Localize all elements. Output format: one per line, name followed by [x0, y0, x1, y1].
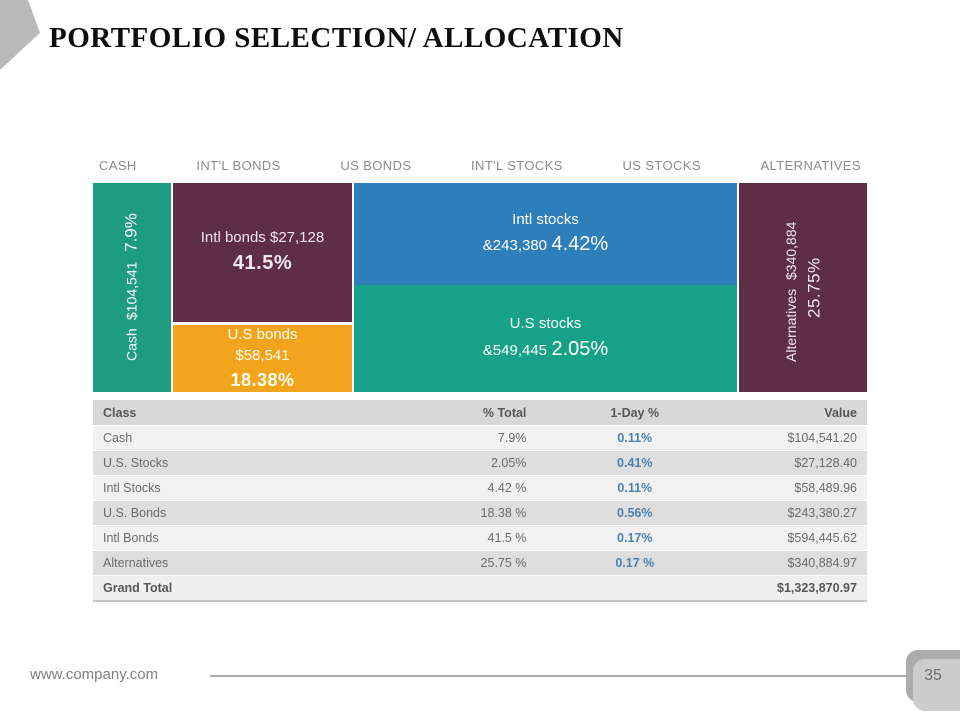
cash-block-label: Cash$104,5417.9%: [121, 213, 141, 362]
header-day: 1-Day %: [610, 405, 660, 420]
column-header-cash: CASH: [99, 158, 137, 173]
footer-website: www.company.com: [30, 666, 159, 683]
page-number-badge: 35: [906, 650, 960, 711]
alternatives-percent: 25.75%: [804, 257, 824, 318]
header-class: Class: [103, 405, 137, 420]
us-stocks-value: &549,445 2.05%: [482, 337, 609, 360]
column-header-intl-bonds: INT'L BONDS: [196, 158, 281, 173]
table-row-us-bonds: U.S. Bonds 18.38 % 0.56% $243,380.27: [93, 501, 867, 525]
corner-arrow-decoration: [0, 0, 40, 70]
allocation-table: Class % Total 1-Day % Value Cash 7.9% 0.…: [93, 400, 867, 602]
us-bonds-label: U.S bonds: [227, 325, 298, 343]
us-bonds-percent: 18.38%: [230, 370, 295, 391]
treemap-column-headers: CASH INT'L BONDS US BONDS INT'L STOCKS U…: [93, 158, 867, 178]
column-header-us-stocks: US STOCKS: [622, 158, 701, 173]
table-row-intl-stocks: Intl Stocks 4.42 % 0.11% $58,489.96: [93, 476, 867, 500]
intl-bonds-label: Intl bonds $27,128: [200, 229, 325, 247]
column-header-us-bonds: US BONDS: [340, 158, 412, 173]
treemap-block-intl-bonds: Intl bonds $27,128 41.5%: [173, 183, 352, 322]
treemap-column-bonds: Intl bonds $27,128 41.5% U.S bonds $58,5…: [173, 183, 352, 392]
column-header-intl-stocks: INT'L STOCKS: [471, 158, 563, 173]
treemap-column-stocks: Intl stocks &243,380 4.42% U.S stocks &5…: [354, 183, 737, 392]
portfolio-treemap-chart: CASH INT'L BONDS US BONDS INT'L STOCKS U…: [93, 158, 867, 603]
alternatives-label: Alternatives$340,884: [783, 221, 800, 363]
table-row-us-stocks: U.S. Stocks 2.05% 0.41% $27,128.40: [93, 451, 867, 475]
table-row-cash: Cash 7.9% 0.11% $104,541.20: [93, 426, 867, 450]
footer-divider: [210, 675, 910, 677]
intl-stocks-value: &243,380 4.42%: [482, 233, 609, 256]
column-header-alternatives: ALTERNATIVES: [760, 158, 861, 173]
table-row-intl-bonds: Intl Bonds 41.5 % 0.17% $594,445.62: [93, 526, 867, 550]
intl-bonds-percent: 41.5%: [232, 251, 293, 274]
page-title: PORTFOLIO SELECTION/ ALLOCATION: [49, 22, 624, 54]
header-total: % Total: [482, 405, 527, 420]
treemap-block-us-bonds: U.S bonds $58,541 18.38%: [173, 325, 352, 392]
header-value: Value: [824, 405, 857, 420]
treemap-block-intl-stocks: Intl stocks &243,380 4.42%: [354, 183, 737, 285]
treemap-block-cash: Cash$104,5417.9%: [93, 183, 171, 392]
table-header-row: Class % Total 1-Day % Value: [93, 400, 867, 425]
treemap-block-alternatives: Alternatives$340,884 25.75%: [739, 183, 867, 392]
us-bonds-amount: $58,541: [235, 347, 290, 365]
table-row-grand-total: Grand Total $1,323,870.97: [93, 576, 867, 602]
table-row-alternatives: Alternatives 25.75 % 0.17 % $340,884.97: [93, 551, 867, 575]
treemap-block-us-stocks: U.S stocks &549,445 2.05%: [354, 285, 737, 392]
treemap: Cash$104,5417.9% Intl bonds $27,128 41.5…: [93, 183, 867, 392]
us-stocks-label: U.S stocks: [509, 315, 582, 333]
intl-stocks-label: Intl stocks: [512, 210, 579, 228]
page-number: 35: [924, 667, 942, 684]
